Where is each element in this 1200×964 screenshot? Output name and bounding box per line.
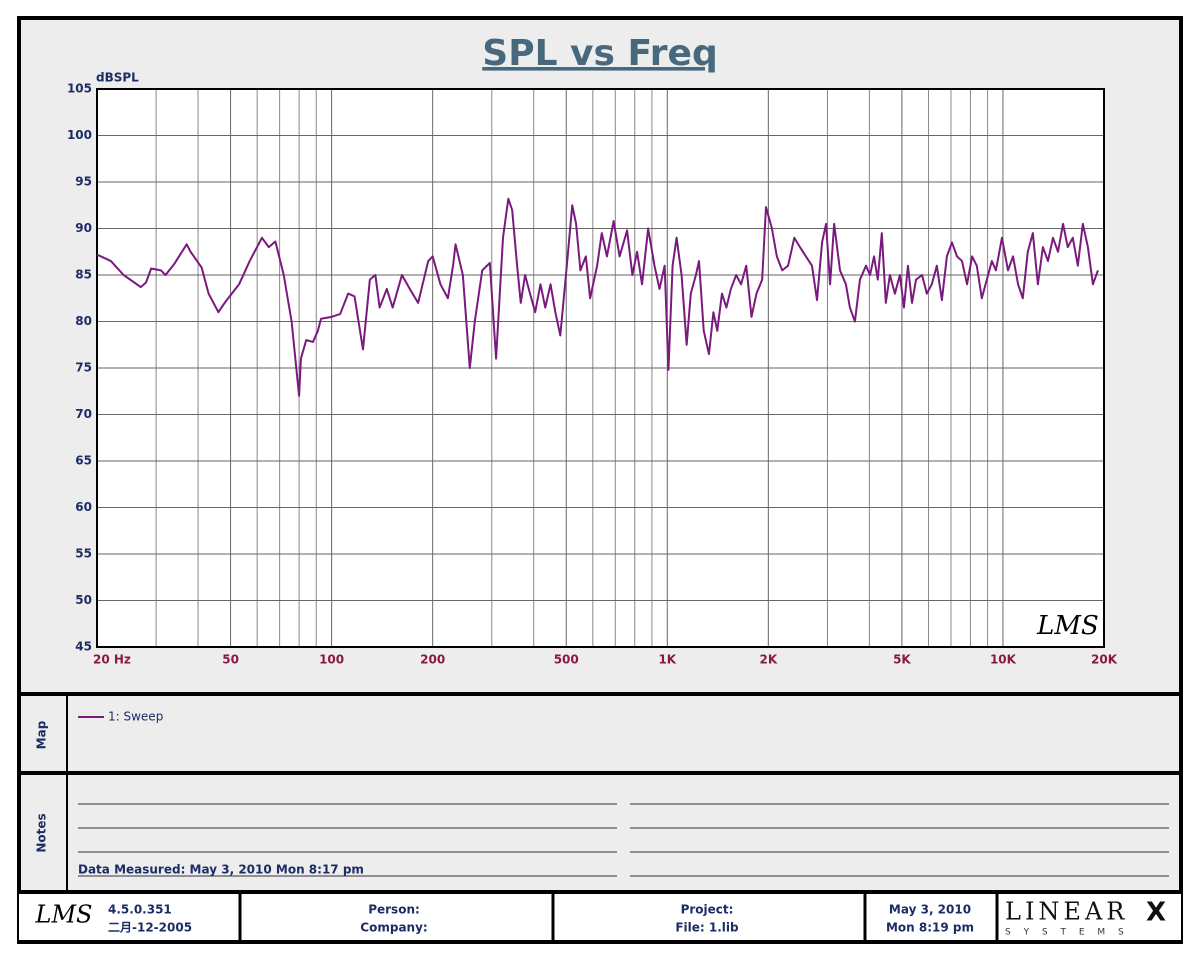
x-tick-label: 20K xyxy=(1091,653,1118,667)
y-tick-label: 100 xyxy=(67,128,92,142)
y-axis-label: dBSPL xyxy=(96,71,139,85)
plot-border xyxy=(96,88,1105,648)
x-tick-label: 10K xyxy=(990,653,1017,667)
y-tick-label: 55 xyxy=(75,547,92,561)
legend-label: 1: Sweep xyxy=(108,710,163,724)
y-tick-label: 50 xyxy=(75,593,92,607)
x-tick-label: 2K xyxy=(760,653,778,667)
data-measured: Data Measured: May 3, 2010 Mon 8:17 pm xyxy=(78,863,364,877)
note-lines xyxy=(78,803,1169,877)
map-label: Map xyxy=(35,720,49,749)
series-line xyxy=(96,197,1099,397)
y-tick-label: 45 xyxy=(75,640,92,654)
date: May 3, 2010 xyxy=(889,903,971,917)
y-tick-label: 85 xyxy=(75,268,92,282)
plot-logo: LMS xyxy=(1036,611,1099,641)
person: Person: xyxy=(368,903,420,917)
brand: LINEAR xyxy=(1005,898,1128,926)
y-tick-label: 105 xyxy=(67,82,92,96)
time: Mon 8:19 pm xyxy=(886,921,974,935)
company: Company: xyxy=(360,921,427,935)
x-tick-label: 20 Hz xyxy=(93,653,131,667)
x-tick-label: 200 xyxy=(420,653,445,667)
y-tick-label: 60 xyxy=(75,500,92,514)
x-tick-label: 5K xyxy=(893,653,911,667)
y-tick-label: 65 xyxy=(75,454,92,468)
chart-title: SPL vs Freq xyxy=(482,33,717,74)
y-tick-label: 80 xyxy=(75,314,92,328)
brand-x: X xyxy=(1146,898,1166,928)
x-tick-label: 100 xyxy=(319,653,344,667)
y-tick-label: 75 xyxy=(75,361,92,375)
x-tick-label: 500 xyxy=(554,653,579,667)
build-date: 二月-12-2005 xyxy=(108,921,192,935)
project: Project: xyxy=(681,903,734,917)
brand-sub: S Y S T E M S xyxy=(1005,928,1129,938)
notes-label: Notes xyxy=(35,813,49,852)
footer-dividers xyxy=(238,894,999,942)
file: File: 1.lib xyxy=(675,921,739,935)
y-tick-label: 90 xyxy=(75,221,92,235)
y-tick-label: 70 xyxy=(75,407,92,421)
y-tick-label: 95 xyxy=(75,175,92,189)
x-tick-label: 50 xyxy=(222,653,239,667)
footer-logo: LMS xyxy=(35,901,93,929)
version: 4.5.0.351 xyxy=(108,903,172,917)
x-tick-label: 1K xyxy=(658,653,676,667)
footer xyxy=(19,894,1181,942)
